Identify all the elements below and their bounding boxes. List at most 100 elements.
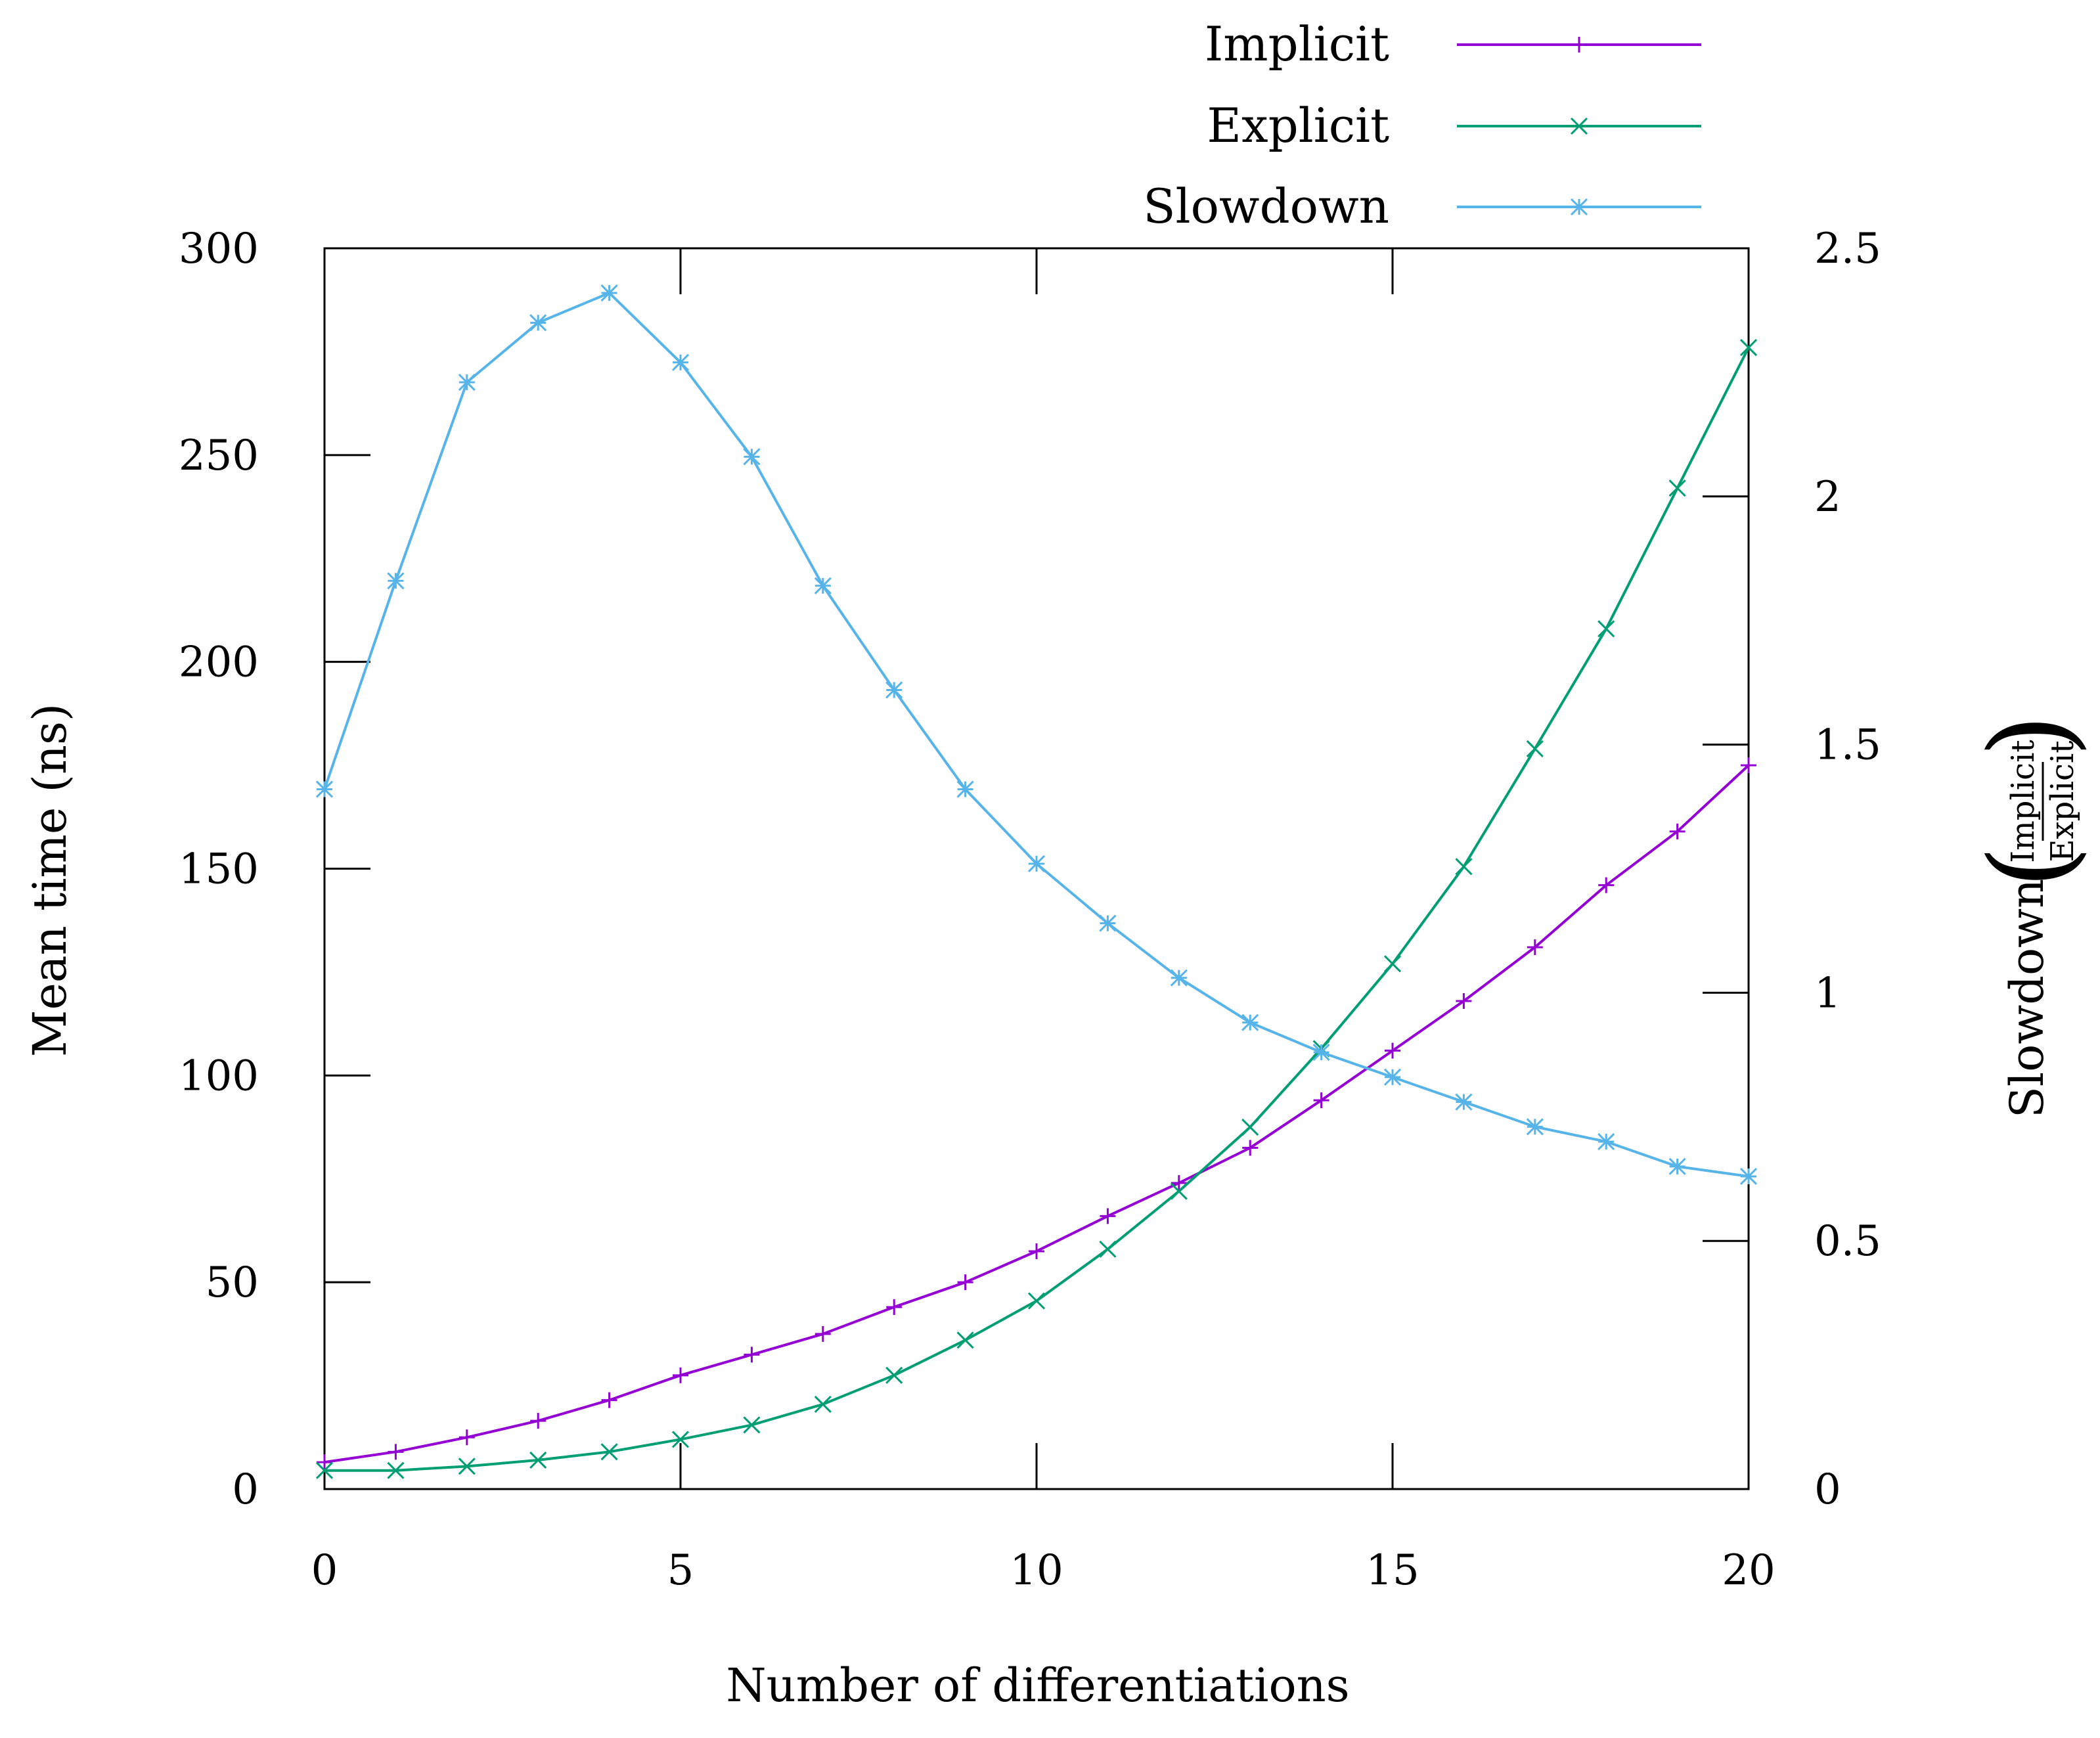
data-point-slowdown (1241, 1014, 1259, 1031)
data-point-implicit (886, 1299, 903, 1315)
data-point-slowdown (600, 284, 618, 302)
y-tick-label: 300 (179, 225, 259, 273)
data-point-explicit-stroke (1383, 955, 1402, 973)
data-point-explicit-stroke (1668, 479, 1686, 497)
y2-fraction-numerator: Implicit (2005, 740, 2042, 862)
data-point-implicit (1029, 1243, 1044, 1259)
data-point-explicit-stroke (1597, 620, 1615, 638)
y2-tick-label: 2.5 (1814, 225, 1881, 273)
data-point-slowdown-stroke (885, 681, 903, 699)
data-point-slowdown-stroke (1170, 969, 1188, 987)
data-point-slowdown (1383, 1068, 1402, 1086)
data-point-slowdown-stroke (529, 314, 547, 332)
legend-marker-slowdown-stroke (1570, 198, 1588, 216)
data-point-slowdown-stroke (671, 353, 690, 371)
data-point-implicit (1313, 1092, 1329, 1109)
data-point-implicit (1171, 1175, 1187, 1192)
data-point-slowdown (814, 577, 832, 594)
data-point-slowdown (1170, 969, 1188, 987)
y-tick-label: 100 (179, 1052, 259, 1100)
data-point-slowdown-stroke (956, 780, 974, 798)
data-point-slowdown-stroke (814, 577, 832, 594)
data-point-explicit-stroke (814, 1395, 832, 1413)
data-point-implicit (1527, 939, 1543, 956)
data-point-explicit-stroke (743, 1416, 761, 1434)
y-tick-label: 250 (179, 432, 259, 480)
series-slowdown (315, 284, 1758, 1186)
data-point-slowdown (1455, 1093, 1473, 1111)
data-point-explicit-stroke (529, 1451, 547, 1469)
data-point-explicit-stroke (1099, 1240, 1117, 1258)
data-point-slowdown (1739, 1167, 1758, 1186)
x-tick-label: 20 (1722, 1546, 1775, 1595)
y2-tick-label: 0.5 (1814, 1217, 1881, 1266)
data-point-explicit (956, 1331, 974, 1349)
legend-item-explicit: Explicit (1207, 98, 1701, 153)
data-point-implicit (673, 1367, 688, 1383)
data-point-explicit-stroke (671, 1431, 690, 1448)
data-point-explicit (743, 1416, 761, 1434)
x-tick-label: 5 (667, 1546, 694, 1595)
data-point-explicit-stroke (458, 1458, 476, 1475)
x-tick-label: 10 (1010, 1546, 1063, 1595)
data-point-slowdown-stroke (387, 572, 405, 590)
legend-item-slowdown: Slowdown (1143, 179, 1701, 234)
series-layer (315, 284, 1758, 1479)
y-axis-title: Mean time (ns) (23, 703, 77, 1057)
series-explicit (315, 339, 1758, 1479)
data-point-slowdown (956, 780, 974, 798)
x-tick-label: 0 (311, 1546, 338, 1595)
y2-open-paren: ( (1966, 845, 2096, 889)
data-point-explicit (1455, 858, 1473, 876)
legend-item-implicit: Implicit (1205, 16, 1701, 72)
data-point-explicit (1170, 1182, 1188, 1200)
y2-tick-label: 1.5 (1814, 721, 1881, 770)
data-point-slowdown-stroke (743, 448, 761, 466)
data-point-slowdown (387, 572, 405, 590)
data-point-slowdown-stroke (1099, 914, 1117, 932)
legend-label-slowdown: Slowdown (1143, 179, 1389, 234)
data-point-slowdown (885, 681, 903, 699)
data-point-explicit-stroke (1170, 1182, 1188, 1200)
data-point-slowdown-stroke (1241, 1014, 1259, 1031)
data-point-implicit (815, 1326, 831, 1342)
data-point-slowdown (1668, 1157, 1686, 1175)
data-point-implicit (957, 1274, 973, 1291)
data-point-explicit-stroke (1241, 1118, 1259, 1136)
data-point-implicit (1100, 1208, 1116, 1224)
data-point-explicit-stroke (1739, 339, 1758, 357)
data-point-slowdown (458, 373, 476, 391)
legend-marker-implicit (1571, 37, 1587, 53)
data-point-explicit (387, 1461, 405, 1479)
x-tick-label: 15 (1366, 1546, 1419, 1595)
y-tick-label: 0 (232, 1465, 259, 1514)
data-point-explicit (1739, 339, 1758, 357)
data-point-implicit (317, 1454, 332, 1471)
data-point-slowdown-stroke (458, 373, 476, 391)
data-point-explicit-stroke (956, 1331, 974, 1349)
data-point-slowdown-stroke (1739, 1167, 1758, 1186)
data-point-slowdown (1597, 1133, 1615, 1151)
data-point-slowdown-stroke (1027, 855, 1046, 873)
data-point-explicit (1668, 479, 1686, 497)
data-point-explicit (1526, 740, 1544, 757)
data-point-explicit (885, 1366, 903, 1384)
y2-axis-title: Slowdown ( Implicit Explicit ) (1966, 714, 2096, 1118)
data-point-slowdown (529, 314, 547, 332)
data-point-slowdown-stroke (1455, 1093, 1473, 1111)
data-point-slowdown-stroke (315, 780, 334, 798)
y2-close-paren: ) (1966, 714, 2096, 757)
data-point-implicit (1242, 1140, 1259, 1156)
data-point-implicit (1669, 823, 1686, 839)
data-point-slowdown-stroke (1597, 1133, 1615, 1151)
data-point-implicit (458, 1429, 475, 1446)
data-point-explicit (1099, 1240, 1117, 1258)
y2-fraction-denominator: Explicit (2044, 740, 2081, 862)
data-point-implicit (1741, 757, 1756, 774)
data-point-implicit (1385, 1042, 1400, 1059)
data-point-explicit-stroke (600, 1443, 618, 1461)
data-point-slowdown (1526, 1118, 1544, 1136)
data-point-explicit-stroke (1455, 858, 1473, 876)
data-point-explicit (458, 1458, 476, 1475)
